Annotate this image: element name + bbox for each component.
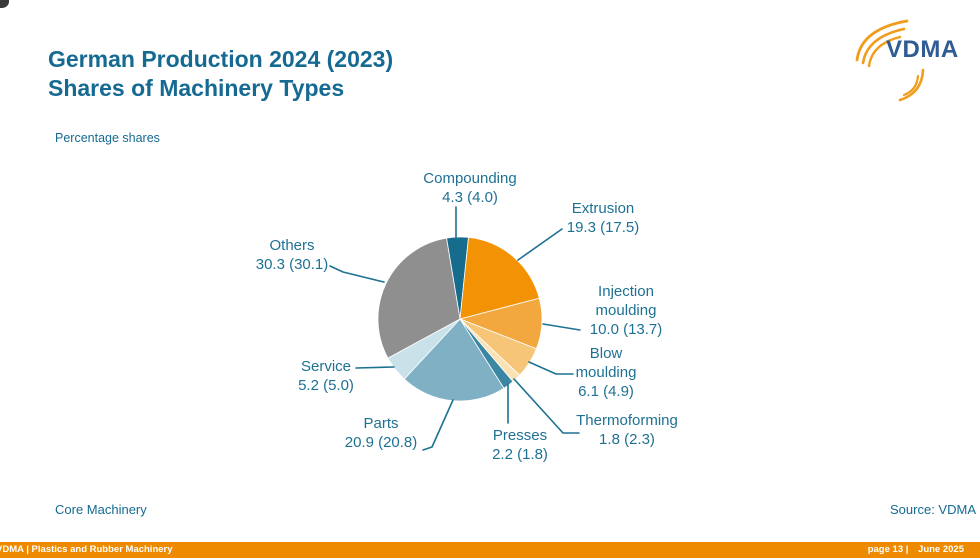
leader-line-parts bbox=[422, 399, 454, 451]
pie-label-name: Compounding bbox=[423, 170, 517, 187]
footer-bar-right: page 13 | June 2025 bbox=[861, 542, 964, 558]
pie-label-parts: Parts 20.9 (20.8) bbox=[345, 414, 418, 452]
pie-slice-extrusion bbox=[459, 236, 540, 320]
pie-label-value: 19.3 (17.5) bbox=[566, 219, 640, 236]
chart-subtitle: Percentage shares bbox=[55, 131, 160, 145]
pie-label-name: Injection bbox=[598, 283, 654, 300]
pie-label-name: Service bbox=[300, 358, 352, 375]
pie-label-value: 1.8 (2.3) bbox=[599, 431, 655, 448]
pie-label-compounding: Compounding 4.3 (4.0) bbox=[423, 169, 516, 207]
pie-label-value: 2.2 (1.8) bbox=[492, 446, 548, 463]
pie-label-name: Presses bbox=[492, 427, 548, 444]
corner-artifact bbox=[0, 0, 9, 8]
pie-label-value: 10.0 (13.7) bbox=[589, 321, 663, 338]
title-line-1: German Production 2024 (2023) bbox=[48, 46, 394, 72]
pie-label-extrusion: Extrusion 19.3 (17.5) bbox=[567, 199, 640, 237]
pie-label-name: Parts bbox=[363, 415, 399, 432]
leader-lines bbox=[329, 206, 581, 451]
pie-label-others: Others 30.3 (30.1) bbox=[256, 236, 329, 274]
footer-page-number: page 13 | bbox=[867, 544, 909, 555]
pie-label-name: Extrusion bbox=[571, 200, 635, 217]
pie-label-value: 5.2 (5.0) bbox=[298, 377, 354, 394]
pie-label-name: Blow bbox=[589, 345, 623, 362]
pie-chart bbox=[377, 236, 543, 402]
leader-line-blow-moulding bbox=[528, 361, 574, 375]
pie-label-value: 30.3 (30.1) bbox=[255, 256, 329, 273]
pie-label-presses: Presses 2.2 (1.8) bbox=[492, 426, 548, 464]
title-line-2: Shares of Machinery Types bbox=[48, 75, 345, 101]
footer-bar-title: VDMA | Plastics and Rubber Machinery bbox=[0, 544, 173, 555]
pie-label-blow-moulding: Blow moulding 6.1 (4.9) bbox=[576, 344, 637, 401]
pie-label-service: Service 5.2 (5.0) bbox=[298, 357, 354, 395]
leader-line-others bbox=[329, 265, 385, 283]
source-note: Source: VDMA bbox=[890, 502, 976, 517]
pie-label-name: Thermoforming bbox=[576, 412, 678, 429]
pie-label-value: 20.9 (20.8) bbox=[344, 434, 418, 451]
pie-label-value: 4.3 (4.0) bbox=[442, 189, 498, 206]
page-title: German Production 2024 (2023) Shares of … bbox=[48, 45, 393, 103]
pie-slice-others bbox=[377, 237, 461, 359]
pie-label-name: moulding bbox=[595, 302, 657, 319]
leader-line-extrusion bbox=[517, 228, 563, 261]
footer-bar: VDMA | Plastics and Rubber Machinery pag… bbox=[0, 542, 980, 558]
vdma-logo-swoosh-icon bbox=[855, 19, 925, 102]
vdma-logo-text: VDMA bbox=[886, 36, 959, 63]
pie-label-name: Others bbox=[269, 237, 315, 254]
pie-label-injection-moulding: Injection moulding 10.0 (13.7) bbox=[590, 282, 663, 339]
pie-label-name: moulding bbox=[575, 364, 637, 381]
footer-date: June 2025 bbox=[918, 544, 964, 555]
leader-line-service bbox=[355, 366, 395, 369]
leader-line-thermoforming bbox=[513, 378, 580, 434]
leader-line-injection-moulding bbox=[542, 323, 581, 331]
pie-label-thermoforming: Thermoforming 1.8 (2.3) bbox=[576, 411, 678, 449]
pie-label-value: 6.1 (4.9) bbox=[578, 383, 634, 400]
footnote: Core Machinery bbox=[55, 502, 147, 517]
